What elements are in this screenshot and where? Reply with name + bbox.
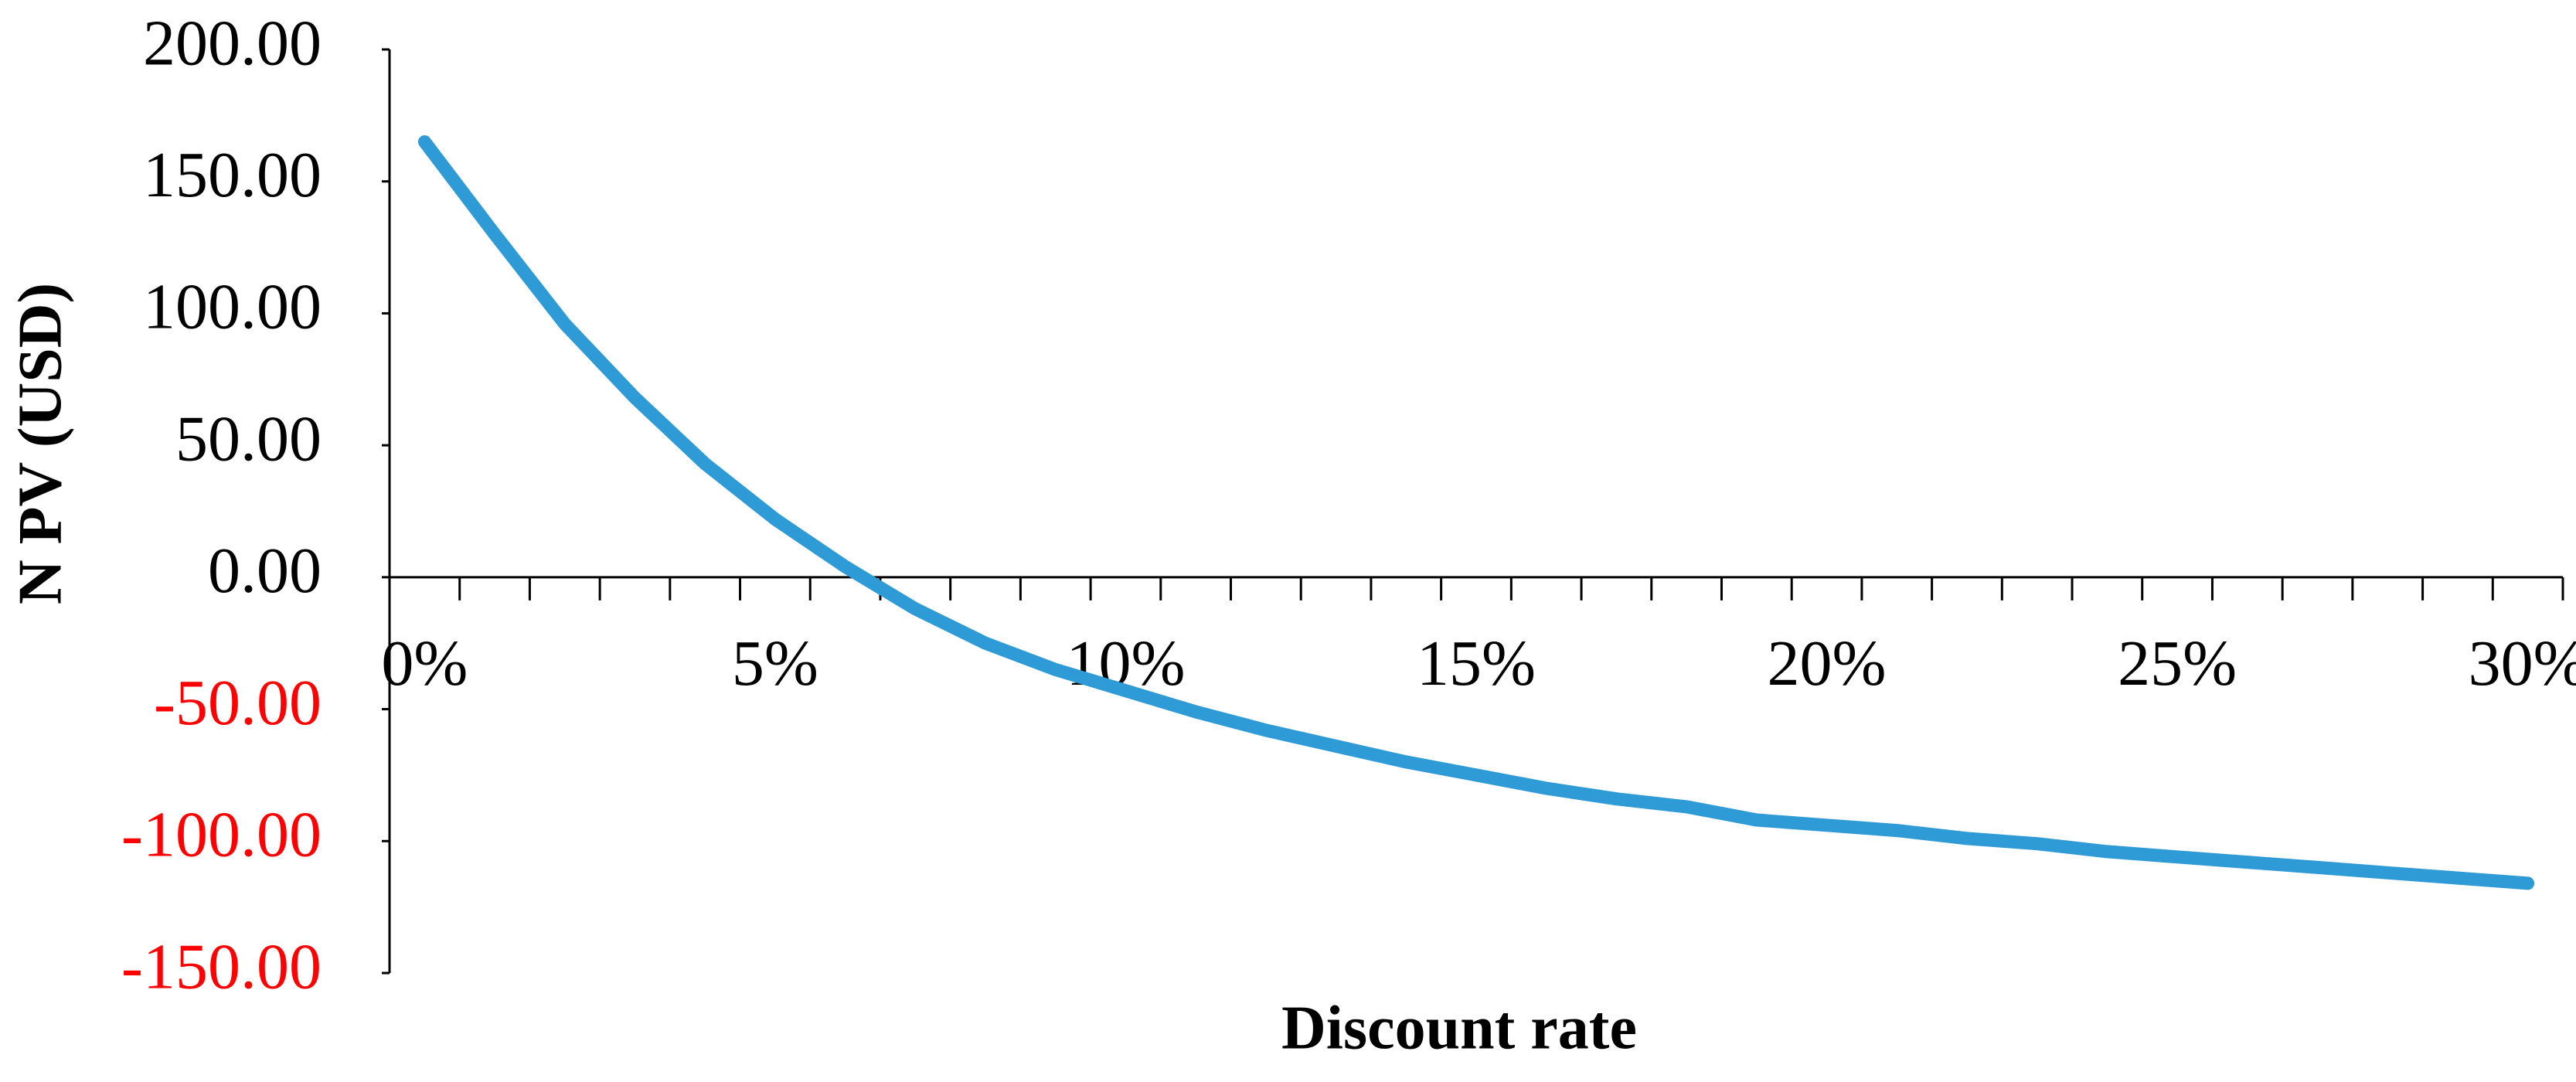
y-axis-title: N PV (USD) <box>6 283 74 604</box>
y-tick-label: -100.00 <box>121 799 322 871</box>
y-tick-label: -150.00 <box>121 931 322 1002</box>
x-tick-label: 25% <box>2118 628 2237 699</box>
y-tick-label: 200.00 <box>143 7 322 79</box>
y-tick-label: 0.00 <box>208 535 322 607</box>
x-tick-label: 0% <box>381 628 468 699</box>
data-line <box>417 135 2535 890</box>
x-tick-label: 5% <box>732 628 818 699</box>
y-tick-label: -50.00 <box>154 667 322 739</box>
y-tick-label: 150.00 <box>143 139 322 211</box>
y-tick-label: 50.00 <box>175 403 322 475</box>
y-tick-label: 100.00 <box>143 271 322 343</box>
x-tick-label: 30% <box>2469 628 2576 699</box>
x-tick-label: 15% <box>1417 628 1536 699</box>
x-axis-title: Discount rate <box>1281 994 1637 1062</box>
x-tick-label: 20% <box>1768 628 1887 699</box>
